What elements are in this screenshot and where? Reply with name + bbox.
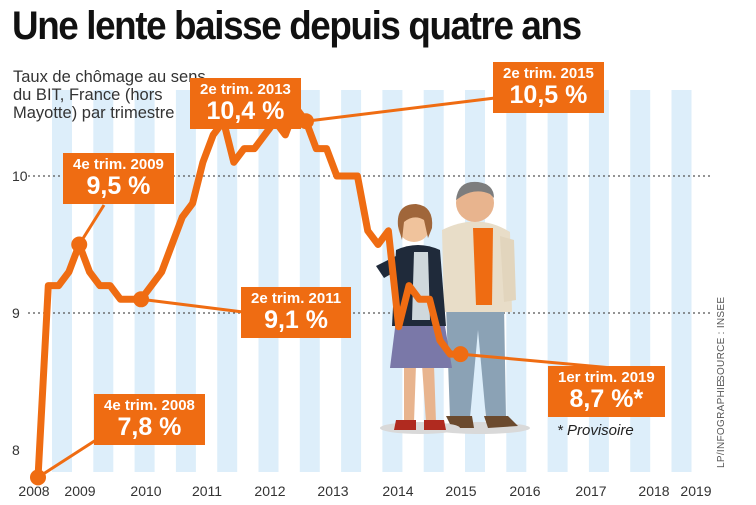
leader-line: [140, 297, 244, 314]
x-tick-label: 2017: [575, 483, 606, 499]
gridlines: [28, 175, 712, 314]
callout-2015-value: 10,5 %: [509, 81, 588, 109]
callout-2008: 4e trim. 2008 7,8 %: [94, 394, 205, 445]
couple-illustration: [376, 181, 530, 434]
callout-2015-period: 2e trim. 2015: [503, 65, 594, 82]
x-tick-label: 2008: [18, 483, 49, 499]
x-tick-label: 2013: [317, 483, 348, 499]
woman-hair: [397, 204, 433, 240]
callout-2008-period: 4e trim. 2008: [104, 397, 195, 414]
x-tick-label: 2009: [64, 483, 95, 499]
x-tick-label: 2011: [192, 483, 222, 499]
man-legs: [446, 305, 506, 418]
y-tick-label: 8: [12, 442, 20, 458]
x-tick-label: 2010: [130, 483, 161, 499]
callout-2011: 2e trim. 2011 9,1 %: [241, 287, 352, 338]
x-tick-label: 2015: [445, 483, 476, 499]
y-axis-ticks: 8 9 10: [12, 168, 28, 458]
callout-2009-period: 4e trim. 2009: [73, 156, 164, 173]
year-band: [341, 90, 362, 472]
callout-2011-value: 9,1 %: [264, 306, 328, 334]
y-tick-label: 9: [12, 305, 20, 321]
x-axis-ticks: 2008 2009 2010 2011 2012 2013 2014 2015 2016 2017…: [18, 483, 711, 499]
year-band: [217, 90, 238, 472]
y-tick-label: 10: [12, 168, 28, 184]
year-band: [671, 90, 692, 472]
provisional-footnote: * Provisoire: [557, 422, 634, 439]
x-tick-label: 2019: [680, 483, 711, 499]
man-shoes: [446, 416, 518, 428]
x-tick-label: 2014: [382, 483, 413, 499]
chart-subtitle: Taux de chômage au sens du BIT, France (…: [13, 68, 206, 122]
leader-line: [37, 438, 97, 479]
callout-2009: 4e trim. 2009 9,5 %: [63, 153, 174, 204]
callout-2019-period: 1er trim. 2019: [558, 369, 655, 386]
man-shirt: [473, 228, 493, 305]
x-tick-label: 2012: [254, 483, 285, 499]
callout-2019-value: 8,7 %*: [569, 385, 644, 413]
leader-line: [305, 96, 496, 123]
callout-2015: 2e trim. 2015 10,5 %: [493, 62, 604, 113]
x-tick-label: 2018: [638, 483, 669, 499]
callout-2011-period: 2e trim. 2011: [251, 290, 342, 307]
callout-2008-value: 7,8 %: [117, 413, 182, 441]
man-arm: [500, 236, 516, 302]
source-credit: SOURCE : INSEE: [716, 296, 727, 382]
woman-shadow: [380, 422, 460, 434]
series-line: [34, 104, 465, 481]
callout-2013-value: 10,4 %: [206, 97, 285, 125]
year-band: [258, 90, 279, 472]
callout-2009-value: 9,5 %: [86, 172, 151, 200]
woman-shoes: [394, 420, 446, 430]
man-hair: [456, 181, 494, 200]
chart-title: Une lente baisse depuis quatre ans: [12, 4, 582, 48]
woman-top: [412, 252, 430, 320]
callout-2013: 2e trim. 2013 10,4 %: [190, 78, 301, 129]
leader-line: [77, 204, 106, 246]
callout-2019: 1er trim. 2019 8,7 %*: [548, 366, 665, 417]
year-band: [175, 90, 196, 472]
woman-legs: [404, 365, 436, 422]
year-band: [506, 90, 527, 472]
infographic-credit: LP/INFOGRAPHIE: [716, 379, 727, 468]
x-tick-label: 2016: [509, 483, 540, 499]
callout-2013-period: 2e trim. 2013: [200, 81, 291, 98]
year-band: [299, 90, 320, 472]
